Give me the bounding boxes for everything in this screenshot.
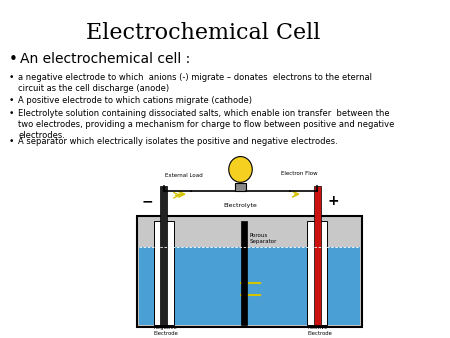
Polygon shape (160, 186, 167, 325)
Polygon shape (139, 247, 360, 325)
Text: Negative
Electrode: Negative Electrode (154, 325, 179, 336)
Text: •: • (9, 73, 14, 82)
Text: Positive
Electrode: Positive Electrode (307, 325, 332, 336)
Polygon shape (240, 221, 247, 325)
Text: −: − (142, 194, 153, 208)
Polygon shape (307, 221, 327, 325)
Circle shape (229, 156, 252, 182)
Text: A positive electrode to which cations migrate (cathode): A positive electrode to which cations mi… (18, 96, 252, 105)
Text: External Load: External Load (166, 173, 203, 178)
Text: Electrochemical Cell: Electrochemical Cell (86, 22, 320, 44)
Text: •: • (9, 109, 14, 118)
Polygon shape (137, 216, 362, 327)
Text: A separator which electrically isolates the positive and negative electrodes.: A separator which electrically isolates … (18, 137, 338, 146)
Polygon shape (154, 221, 174, 325)
Text: +: + (328, 194, 339, 208)
Text: •: • (9, 96, 14, 105)
Polygon shape (235, 183, 246, 191)
Text: Electrolyte: Electrolyte (224, 203, 257, 208)
Text: An electrochemical cell :: An electrochemical cell : (20, 51, 190, 66)
Text: •: • (9, 137, 14, 146)
Text: Electron Flow: Electron Flow (281, 171, 318, 176)
Text: Electrolyte solution containing dissociated salts, which enable ion transfer  be: Electrolyte solution containing dissocia… (18, 109, 395, 140)
Text: a negative electrode to which  anions (-) migrate – donates  electrons to the et: a negative electrode to which anions (-)… (18, 73, 372, 93)
Polygon shape (314, 186, 321, 325)
Text: •: • (9, 51, 18, 67)
Text: Porous
Separator: Porous Separator (250, 233, 277, 244)
